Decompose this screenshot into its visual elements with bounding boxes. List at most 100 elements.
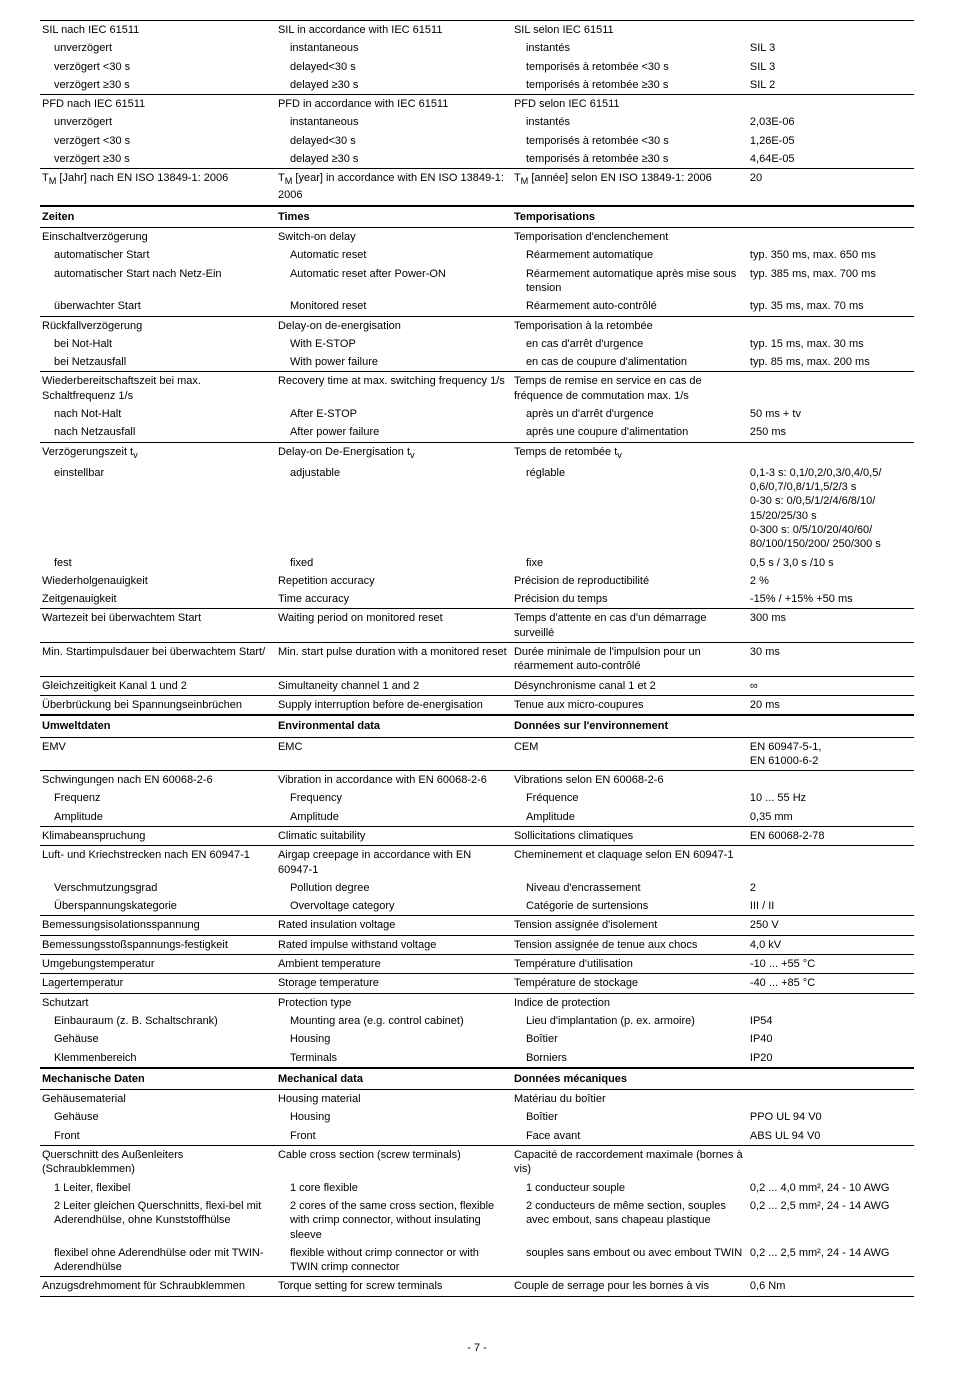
col-value: 30 ms: [748, 643, 914, 677]
col-fr: TM [année] selon EN ISO 13849-1: 2006: [512, 169, 748, 206]
col-fr: Cheminement et claquage selon EN 60947-1: [512, 846, 748, 879]
col-de: Überspannungskategorie: [40, 897, 276, 916]
col-fr: SIL selon IEC 61511: [512, 21, 748, 40]
col-en: Climatic suitability: [276, 826, 512, 845]
col-value: [748, 21, 914, 40]
col-en: With E-STOP: [276, 335, 512, 353]
col-en: PFD in accordance with IEC 61511: [276, 95, 512, 114]
col-en: Terminals: [276, 1049, 512, 1068]
col-de: Zeiten: [40, 206, 276, 228]
col-en: Delay-on De-Energisation tv: [276, 442, 512, 464]
col-de: Klimabeanspruchung: [40, 826, 276, 845]
col-fr: Température d'utilisation: [512, 955, 748, 974]
col-de: Einbauraum (z. B. Schaltschrank): [40, 1012, 276, 1030]
table-row: KlimabeanspruchungClimatic suitabilitySo…: [40, 826, 914, 845]
col-value: [748, 771, 914, 790]
col-value: 4,0 kV: [748, 935, 914, 954]
col-value: typ. 35 ms, max. 70 ms: [748, 297, 914, 316]
table-row: FrequenzFrequencyFréquence10 ... 55 Hz: [40, 789, 914, 807]
col-de: nach Not-Halt: [40, 405, 276, 423]
col-de: Mechanische Daten: [40, 1068, 276, 1090]
col-value: 2: [748, 879, 914, 897]
col-fr: Tenue aux micro-coupures: [512, 695, 748, 715]
col-en: Waiting period on monitored reset: [276, 609, 512, 643]
col-de: verzögert ≥30 s: [40, 76, 276, 95]
col-value: [748, 715, 914, 737]
col-value: [748, 95, 914, 114]
col-en: EMC: [276, 737, 512, 771]
col-en: Ambient temperature: [276, 955, 512, 974]
col-de: Umgebungstemperatur: [40, 955, 276, 974]
col-de: Anzugsdrehmoment für Schraubklemmen: [40, 1277, 276, 1296]
col-de: Gehäusematerial: [40, 1090, 276, 1109]
col-value: IP54: [748, 1012, 914, 1030]
col-en: Min. start pulse duration with a monitor…: [276, 643, 512, 677]
table-row: Überbrückung bei SpannungseinbrüchenSupp…: [40, 695, 914, 715]
col-en: Switch-on delay: [276, 228, 512, 247]
spec-table: SIL nach IEC 61511SIL in accordance with…: [40, 20, 914, 1301]
col-en: Mounting area (e.g. control cabinet): [276, 1012, 512, 1030]
table-row: KlemmenbereichTerminalsBorniersIP20: [40, 1049, 914, 1068]
col-fr: PFD selon IEC 61511: [512, 95, 748, 114]
col-de: Wiederbereitschaftszeit bei max. Schaltf…: [40, 372, 276, 405]
col-value: [748, 1090, 914, 1109]
table-row: Min. Startimpulsdauer bei überwachtem St…: [40, 643, 914, 677]
col-en: Times: [276, 206, 512, 228]
col-de: Gehäuse: [40, 1108, 276, 1126]
col-de: Schwingungen nach EN 60068-2-6: [40, 771, 276, 790]
col-de: 1 Leiter, flexibel: [40, 1179, 276, 1197]
col-en: Environmental data: [276, 715, 512, 737]
table-row: GehäusematerialHousing materialMatériau …: [40, 1090, 914, 1109]
table-row: UmgebungstemperaturAmbient temperatureTe…: [40, 955, 914, 974]
col-fr: Lieu d'implantation (p. ex. armoire): [512, 1012, 748, 1030]
table-row: einstellbaradjustableréglable0,1-3 s: 0,…: [40, 464, 914, 554]
col-de: Frequenz: [40, 789, 276, 807]
col-fr: Tension assignée d'isolement: [512, 916, 748, 935]
col-en: Rated insulation voltage: [276, 916, 512, 935]
col-en: delayed<30 s: [276, 132, 512, 150]
col-en: 2 cores of the same cross section, flexi…: [276, 1197, 512, 1244]
table-row: nach NetzausfallAfter power failureaprès…: [40, 423, 914, 442]
col-fr: [512, 1296, 748, 1301]
table-row: Gleichzeitigkeit Kanal 1 und 2Simultanei…: [40, 676, 914, 695]
col-value: 20: [748, 169, 914, 206]
table-row: Wartezeit bei überwachtem StartWaiting p…: [40, 609, 914, 643]
col-de: bei Not-Halt: [40, 335, 276, 353]
col-en: Housing: [276, 1108, 512, 1126]
col-value: IP20: [748, 1049, 914, 1068]
table-row: Einbauraum (z. B. Schaltschrank)Mounting…: [40, 1012, 914, 1030]
table-row: überwachter StartMonitored resetRéarmeme…: [40, 297, 914, 316]
col-en: Airgap creepage in accordance with EN 60…: [276, 846, 512, 879]
col-fr: Capacité de raccordement maximale (borne…: [512, 1146, 748, 1179]
col-fr: Précision du temps: [512, 590, 748, 609]
col-en: Mechanical data: [276, 1068, 512, 1090]
col-value: 0,5 s / 3,0 s /10 s: [748, 554, 914, 572]
col-en: Supply interruption before de-energisati…: [276, 695, 512, 715]
col-en: Frequency: [276, 789, 512, 807]
col-value: 0,2 ... 4,0 mm², 24 - 10 AWG: [748, 1179, 914, 1197]
col-value: 0,35 mm: [748, 808, 914, 827]
table-row: automatischer StartAutomatic resetRéarme…: [40, 246, 914, 264]
col-fr: CEM: [512, 737, 748, 771]
col-en: delayed ≥30 s: [276, 76, 512, 95]
table-row: Schwingungen nach EN 60068-2-6Vibration …: [40, 771, 914, 790]
table-row: GehäuseHousingBoîtierPPO UL 94 V0: [40, 1108, 914, 1126]
table-row: unverzögertinstantaneousinstantésSIL 3: [40, 39, 914, 57]
col-en: Housing material: [276, 1090, 512, 1109]
col-value: -40 ... +85 °C: [748, 974, 914, 993]
col-de: Lagertemperatur: [40, 974, 276, 993]
table-row: VerschmutzungsgradPollution degreeNiveau…: [40, 879, 914, 897]
col-value: 300 ms: [748, 609, 914, 643]
col-fr: Précision de reproductibilité: [512, 572, 748, 590]
col-de: Bemessungsstoßspannungs-festigkeit: [40, 935, 276, 954]
col-de: Bemessungsisolationsspannung: [40, 916, 276, 935]
col-de: verzögert <30 s: [40, 132, 276, 150]
table-row: FrontFrontFace avantABS UL 94 V0: [40, 1127, 914, 1146]
col-value: IP40: [748, 1030, 914, 1048]
col-fr: Sollicitations climatiques: [512, 826, 748, 845]
col-fr: Temps d'attente en cas d'un démarrage su…: [512, 609, 748, 643]
col-value: -10 ... +55 °C: [748, 955, 914, 974]
col-en: Recovery time at max. switching frequenc…: [276, 372, 512, 405]
col-fr: après une coupure d'alimentation: [512, 423, 748, 442]
col-de: Verschmutzungsgrad: [40, 879, 276, 897]
